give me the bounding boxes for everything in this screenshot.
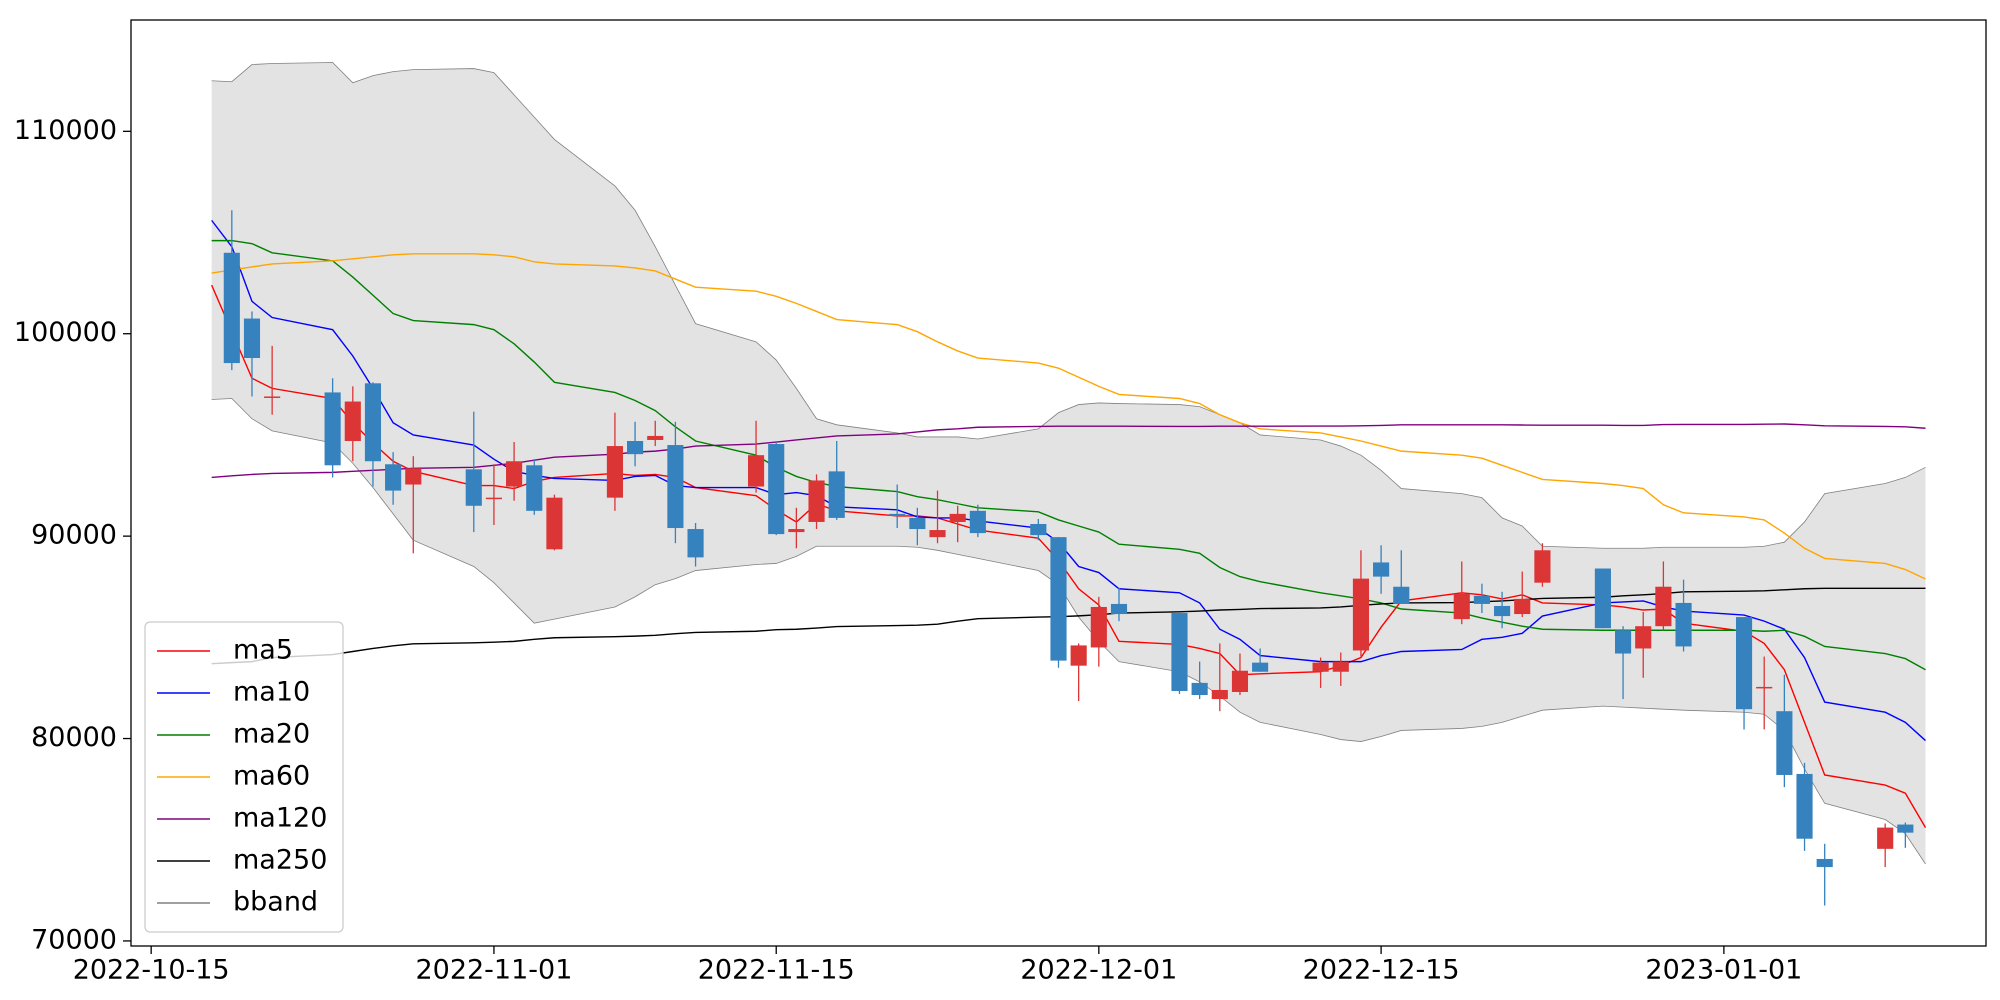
candle-body <box>385 464 402 491</box>
candle-body <box>324 392 341 466</box>
candle-body <box>1252 662 1269 672</box>
candle-body <box>1453 593 1470 620</box>
candle-body <box>1352 578 1370 651</box>
candle-body <box>506 461 523 487</box>
legend-label: ma20 <box>233 719 310 750</box>
candle-body <box>969 510 986 534</box>
candle-body <box>1756 686 1773 689</box>
candle-body <box>1070 645 1087 666</box>
ma-line <box>211 587 1926 665</box>
candle-body <box>1897 824 1914 833</box>
legend: ma5 ma10 ma20 ma60 ma120 ma250 bband <box>144 621 344 933</box>
x-tick-label: 2022-11-15 <box>698 955 855 986</box>
candle-body <box>949 513 966 522</box>
candle-body <box>1231 670 1249 692</box>
candle-body <box>1312 662 1329 672</box>
candle-body <box>747 455 765 487</box>
candle-body <box>1514 598 1531 615</box>
y-tick-label: 70000 <box>31 924 117 955</box>
bband-fill <box>211 62 1926 865</box>
ma-line <box>211 253 1926 580</box>
candle-body <box>929 530 946 538</box>
candle-body <box>1635 626 1652 649</box>
y-tick-label: 110000 <box>14 115 117 146</box>
candle-body <box>264 396 281 398</box>
candle-body <box>1171 613 1188 691</box>
candle-body <box>465 469 482 506</box>
candle-body <box>364 383 382 462</box>
candle-body <box>485 497 502 500</box>
candle-body <box>526 465 543 511</box>
candle-body <box>546 497 563 550</box>
candle-body <box>1191 682 1208 696</box>
legend-label: ma60 <box>233 761 310 792</box>
legend-label: ma10 <box>233 677 310 708</box>
candle-body <box>788 529 805 533</box>
candle-body <box>1393 586 1410 604</box>
x-tick-label: 2022-11-01 <box>415 955 572 986</box>
candle-body <box>1816 858 1833 868</box>
bband-lower <box>211 398 1926 865</box>
candle-body <box>1735 617 1753 710</box>
candle-body <box>1877 827 1894 849</box>
candle-body <box>1373 562 1390 577</box>
candle-body <box>1494 605 1511 617</box>
candle-body <box>1332 661 1349 672</box>
candle-body <box>223 252 240 364</box>
legend-label: ma120 <box>233 803 327 834</box>
candle-body <box>1211 689 1228 700</box>
candle-body <box>768 444 785 535</box>
y-tick-label: 90000 <box>31 520 117 551</box>
y-tick-label: 100000 <box>14 317 117 348</box>
legend-box <box>144 621 344 933</box>
candle-body <box>1090 606 1107 648</box>
candle-body <box>1594 568 1611 629</box>
y-tick-label: 80000 <box>31 722 117 753</box>
candle-body <box>606 446 623 498</box>
candle-body <box>808 480 825 522</box>
candle-body <box>1675 602 1692 647</box>
candle-body <box>1030 523 1047 536</box>
candle-body <box>1050 537 1067 661</box>
candle-body <box>243 318 261 359</box>
ma-line <box>211 284 1927 828</box>
legend-label: ma5 <box>233 635 293 666</box>
x-tick-label: 2022-10-15 <box>73 955 230 986</box>
candle-body <box>889 513 906 516</box>
candle-body <box>1615 630 1632 654</box>
candle-body <box>1534 550 1551 583</box>
candle-body <box>1655 586 1672 627</box>
candle-body <box>1473 595 1490 604</box>
candle-body <box>909 517 926 530</box>
legend-label: ma250 <box>233 845 327 876</box>
plot-frame <box>130 19 1987 947</box>
candle-body <box>1796 773 1813 839</box>
candle-body <box>1776 711 1793 775</box>
candle-body <box>667 445 684 529</box>
candle-body <box>344 401 361 442</box>
candle-body <box>687 529 704 558</box>
candle-body <box>1110 603 1128 615</box>
ma-line <box>211 423 1926 479</box>
bband-upper <box>211 62 1926 549</box>
candle-body <box>405 468 422 485</box>
candle-body <box>828 471 845 518</box>
x-tick-label: 2022-12-01 <box>1020 955 1177 986</box>
x-tick-label: 2022-12-15 <box>1303 955 1460 986</box>
candle-body <box>647 435 664 440</box>
candle-body <box>627 441 644 455</box>
x-tick-label: 2023-01-01 <box>1645 955 1802 986</box>
legend-label: bband <box>233 887 318 918</box>
ma-line <box>211 219 1926 742</box>
